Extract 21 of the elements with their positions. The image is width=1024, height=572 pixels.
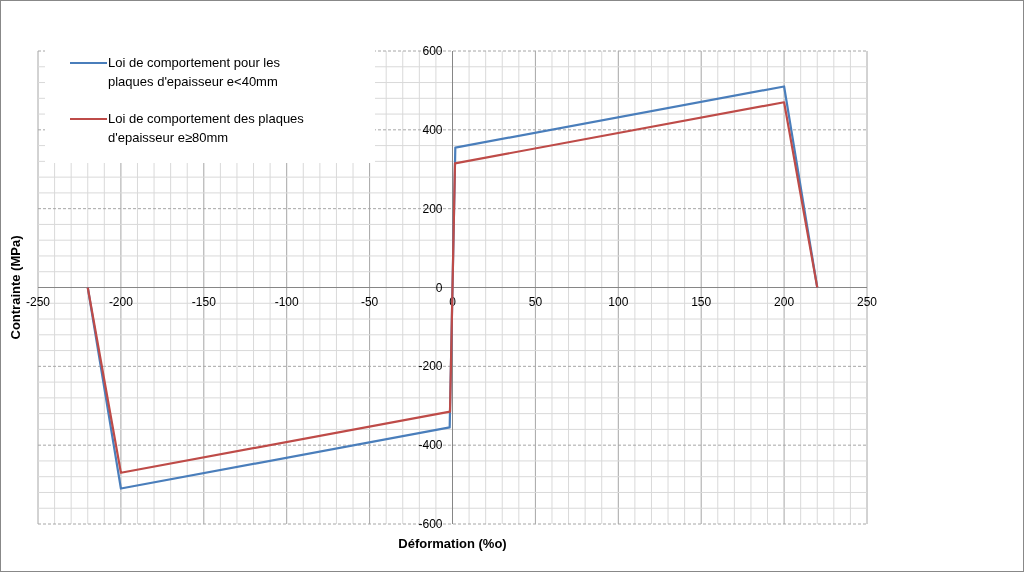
x-tick-label: -250 [25,294,51,309]
x-tick-label: -200 [108,294,134,309]
y-tick-label: 600 [422,44,443,58]
x-tick-label: 200 [774,294,795,309]
y-tick-label: 400 [422,122,443,137]
x-tick-label: 150 [691,294,712,309]
y-tick-label: 200 [422,201,443,216]
y-tick-label: -600 [418,517,443,531]
x-tick-label: 50 [528,294,543,309]
x-tick-label: 250 [856,294,878,309]
y-tick-label: -400 [418,438,443,453]
x-tick-label: -100 [274,294,300,309]
legend-label: Loi de comportement des plaques d'epaisseur e≥80mm [108,111,305,145]
x-tick-label: 100 [608,294,629,309]
x-tick-label: -150 [191,294,217,309]
y-axis-title: Contrainte (MPa) [8,235,23,340]
x-tick-label: -50 [360,294,379,309]
y-tick-label: 0 [435,280,443,295]
y-tick-label: -200 [418,359,443,374]
legend-label: Loi de comportement pour les plaques d'epaisseur e<40mm [108,55,281,89]
x-axis-title: Déformation (%o) [398,536,507,551]
